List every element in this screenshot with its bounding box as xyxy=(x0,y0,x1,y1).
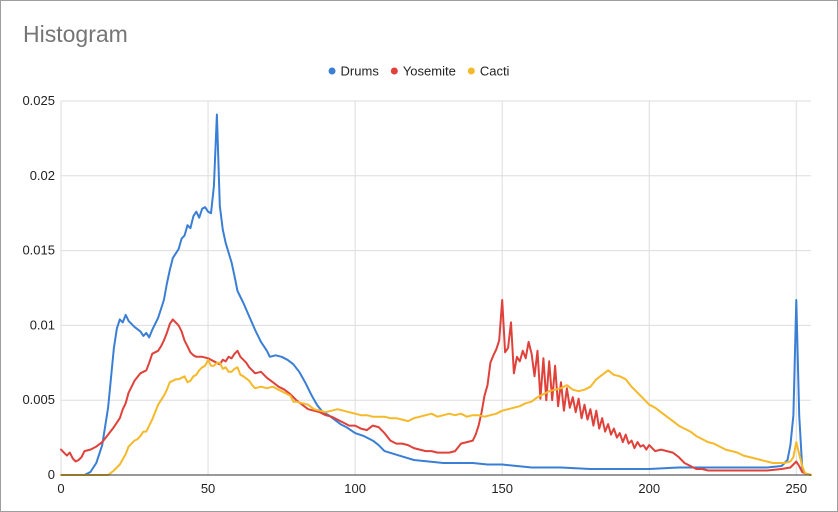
y-tick-label: 0 xyxy=(48,467,55,482)
legend: Drums Yosemite Cacti xyxy=(328,64,510,79)
x-tick-label: 0 xyxy=(57,481,64,496)
x-tick-label: 100 xyxy=(344,481,366,496)
y-tick-label: 0.01 xyxy=(30,317,55,332)
series-line-yosemite xyxy=(60,299,812,476)
legend-swatch xyxy=(467,67,475,75)
gridlines xyxy=(60,100,811,475)
y-tick-label: 0.015 xyxy=(22,243,55,258)
y-axis-ticks: 0 0.005 0.01 0.015 0.02 0.025 xyxy=(22,93,55,482)
x-axis-ticks: 0 50 100 150 200 250 xyxy=(57,481,807,496)
y-tick-label: 0.02 xyxy=(30,168,55,183)
x-tick-label: 200 xyxy=(638,481,660,496)
x-tick-label: 250 xyxy=(785,481,807,496)
chart-title: Histogram xyxy=(23,21,128,47)
x-tick-label: 50 xyxy=(201,481,215,496)
legend-swatch xyxy=(390,67,398,75)
legend-label: Cacti xyxy=(480,64,510,79)
legend-label: Yosemite xyxy=(403,64,456,79)
legend-item-yosemite[interactable]: Yosemite xyxy=(390,64,456,79)
legend-label: Drums xyxy=(341,64,380,79)
series-lines xyxy=(60,113,812,476)
legend-swatch xyxy=(328,67,336,75)
series-line-cacti xyxy=(60,358,812,476)
series-line-drums xyxy=(60,113,812,476)
x-tick-label: 150 xyxy=(491,481,513,496)
y-tick-label: 0.025 xyxy=(22,93,55,108)
legend-item-cacti[interactable]: Cacti xyxy=(467,64,510,79)
y-tick-label: 0.005 xyxy=(22,392,55,407)
legend-item-drums[interactable]: Drums xyxy=(328,64,380,79)
